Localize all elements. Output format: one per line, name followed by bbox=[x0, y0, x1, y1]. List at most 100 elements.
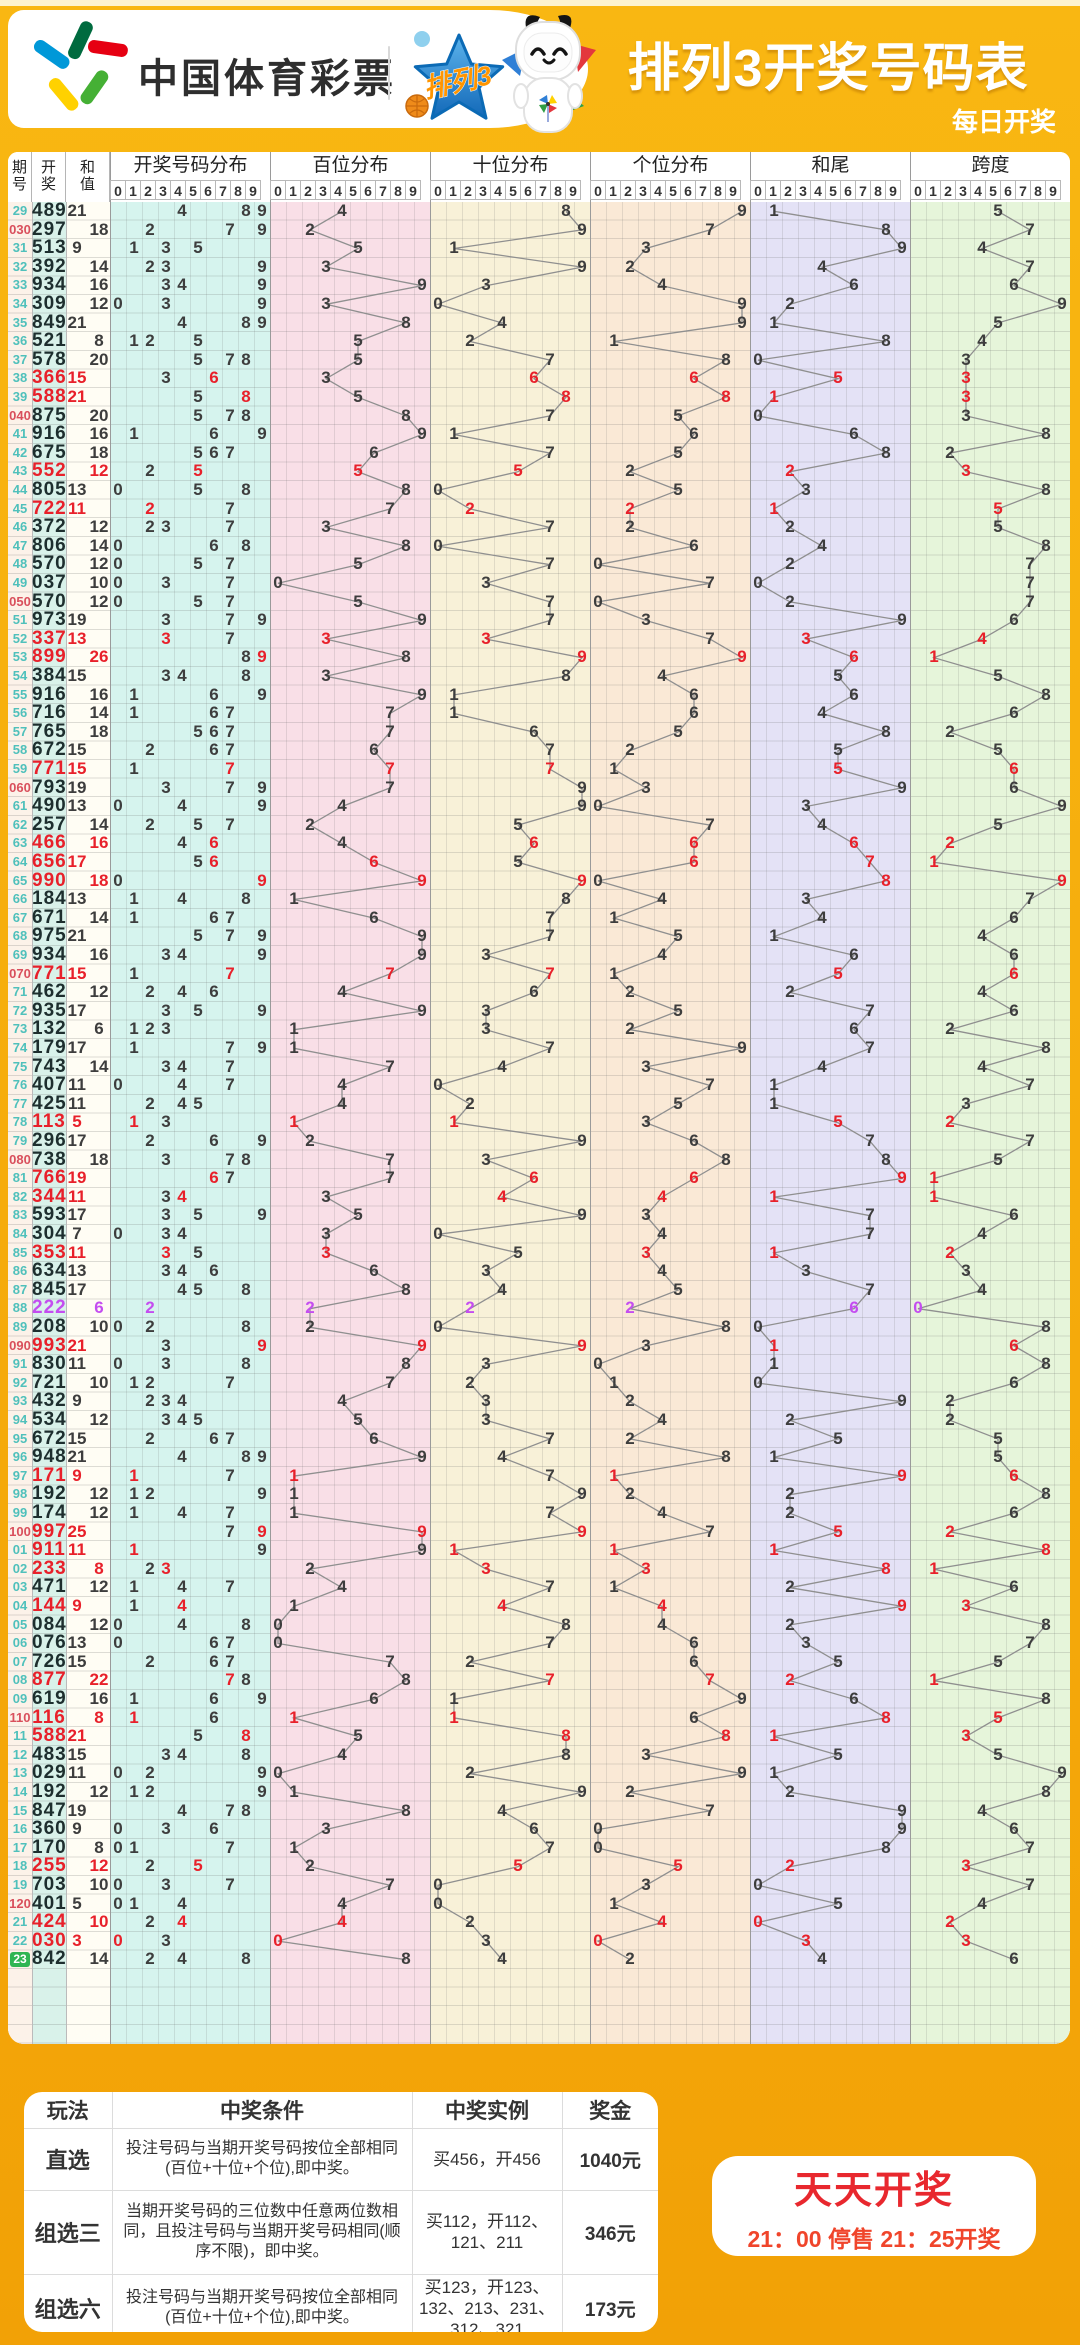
period-cell: 110 bbox=[9, 1709, 31, 1725]
draw-number: 534 bbox=[32, 1409, 67, 1430]
span-digit: 9 bbox=[1057, 1763, 1067, 1783]
units-digit: 6 bbox=[689, 852, 699, 871]
dist-digit: 8 bbox=[241, 647, 251, 667]
span-digit: 1 bbox=[929, 1168, 939, 1188]
units-digit: 0 bbox=[593, 1837, 603, 1857]
span-digit: 7 bbox=[1025, 889, 1035, 909]
tens-digit: 1 bbox=[449, 238, 459, 258]
span-digit: 8 bbox=[1041, 535, 1051, 555]
units-digit: 3 bbox=[641, 1558, 651, 1578]
dist-digit: 5 bbox=[193, 1726, 203, 1746]
rules-header-example: 中奖实例 bbox=[411, 2092, 563, 2129]
hundreds-digit: 1 bbox=[289, 1465, 299, 1485]
column-bg bbox=[32, 202, 66, 2044]
dist-digit: 2 bbox=[145, 1763, 155, 1783]
dist-digit: 3 bbox=[161, 1335, 171, 1355]
digit-scale-cell: 0 bbox=[110, 180, 126, 200]
sumtail-digit: 5 bbox=[833, 368, 843, 388]
tens-digit: 2 bbox=[465, 331, 475, 351]
span-digit: 2 bbox=[945, 1112, 955, 1132]
tens-digit: 3 bbox=[481, 1149, 491, 1169]
dist-digit: 5 bbox=[193, 852, 203, 871]
dist-digit: 3 bbox=[161, 628, 171, 648]
draw-number: 037 bbox=[32, 572, 67, 593]
dist-digit: 8 bbox=[241, 1279, 251, 1299]
span-digit: 6 bbox=[1009, 1949, 1019, 1969]
digit-scale-cell: 5 bbox=[345, 180, 361, 200]
hundreds-digit: 5 bbox=[353, 591, 363, 611]
tens-digit: 9 bbox=[577, 1484, 587, 1504]
tens-digit: 2 bbox=[465, 1093, 475, 1113]
sum-value: 18 bbox=[89, 721, 109, 741]
period-cell: 85 bbox=[12, 1244, 28, 1260]
dist-digit: 0 bbox=[113, 1930, 123, 1950]
dist-digit: 6 bbox=[209, 424, 219, 444]
hundreds-digit: 2 bbox=[305, 1131, 315, 1150]
sum-value: 14 bbox=[89, 535, 109, 555]
tens-digit: 3 bbox=[481, 573, 491, 592]
dist-digit: 8 bbox=[241, 480, 251, 499]
dist-digit: 0 bbox=[113, 1819, 123, 1839]
panel-header-1: 开奖号码分布 bbox=[110, 152, 270, 180]
dist-digit: 8 bbox=[241, 1744, 251, 1764]
hundreds-digit: 8 bbox=[401, 1279, 411, 1299]
dist-digit: 3 bbox=[161, 573, 171, 592]
tens-digit: 7 bbox=[545, 405, 555, 425]
tens-digit: 2 bbox=[465, 498, 475, 518]
dist-digit: 3 bbox=[161, 368, 171, 388]
span-digit: 3 bbox=[961, 387, 971, 406]
draw-number: 993 bbox=[32, 1334, 67, 1356]
sumtail-digit: 1 bbox=[769, 926, 779, 946]
sum-value: 16 bbox=[89, 275, 109, 295]
draw-number: 588 bbox=[32, 386, 67, 407]
units-digit: 4 bbox=[657, 1912, 667, 1932]
period-cell: 38 bbox=[12, 370, 28, 386]
dist-digit: 0 bbox=[113, 1614, 123, 1634]
draw-number: 805 bbox=[32, 479, 67, 500]
dist-digit: 8 bbox=[241, 1614, 251, 1634]
period-cell: 050 bbox=[9, 593, 31, 609]
tens-digit: 1 bbox=[449, 1112, 459, 1132]
period-cell: 23 bbox=[8, 1950, 32, 1969]
sumtail-digit: 7 bbox=[865, 1205, 875, 1225]
period-cell: 55 bbox=[12, 686, 28, 702]
period-cell: 39 bbox=[12, 389, 28, 404]
draw-number: 877 bbox=[32, 1669, 67, 1691]
span-digit: 8 bbox=[1041, 1354, 1051, 1374]
dist-digit: 4 bbox=[177, 312, 187, 332]
chart-body: 29 489 21 4 8 9 4 8 9 1 5 030 297 18 2 7 9 2 9 7 8 7 31 513 9 1 3 5… bbox=[8, 201, 1070, 2044]
span-digit: 3 bbox=[961, 1596, 971, 1615]
panel-bg-5 bbox=[750, 202, 910, 2044]
period-cell: 58 bbox=[12, 742, 28, 758]
units-digit: 1 bbox=[609, 907, 619, 927]
chart-header: 期号开奖和值开奖号码分布 0 1 2 3 4 5 6 7 8 9 百位分布 0 1 2 3 4 5 6 7 8 9 十位分布… bbox=[8, 152, 1070, 203]
period-cell: 72 bbox=[12, 1002, 28, 1018]
dist-digit: 8 bbox=[241, 1354, 251, 1374]
draw-number: 570 bbox=[32, 553, 67, 575]
units-digit: 5 bbox=[673, 405, 683, 425]
units-digit: 8 bbox=[721, 387, 731, 406]
period-cell: 77 bbox=[12, 1095, 28, 1111]
period-cell: 96 bbox=[12, 1449, 28, 1465]
tens-digit: 6 bbox=[529, 721, 539, 741]
units-digit: 3 bbox=[641, 1335, 651, 1355]
dist-digit: 7 bbox=[225, 628, 235, 648]
units-digit: 3 bbox=[641, 1056, 651, 1076]
digit-scale-cell: 5 bbox=[985, 180, 1001, 200]
dist-digit: 1 bbox=[129, 907, 139, 927]
dist-digit: 6 bbox=[209, 1131, 219, 1150]
period-cell: 09 bbox=[12, 1691, 28, 1706]
units-digit: 4 bbox=[657, 889, 667, 909]
dist-digit: 1 bbox=[129, 238, 139, 258]
hundreds-digit: 9 bbox=[417, 1521, 427, 1541]
span-digit: 4 bbox=[977, 1893, 987, 1913]
dist-digit: 7 bbox=[225, 759, 235, 778]
dist-digit: 5 bbox=[193, 405, 203, 425]
tens-digit: 2 bbox=[465, 1763, 475, 1783]
dist-digit: 3 bbox=[161, 1558, 171, 1578]
digit-scale-cell: 3 bbox=[475, 180, 491, 200]
rule-prize: 1040元 bbox=[561, 2127, 658, 2191]
units-digit: 7 bbox=[705, 1800, 715, 1820]
dist-digit: 3 bbox=[161, 517, 171, 537]
sumtail-digit: 1 bbox=[769, 312, 779, 332]
